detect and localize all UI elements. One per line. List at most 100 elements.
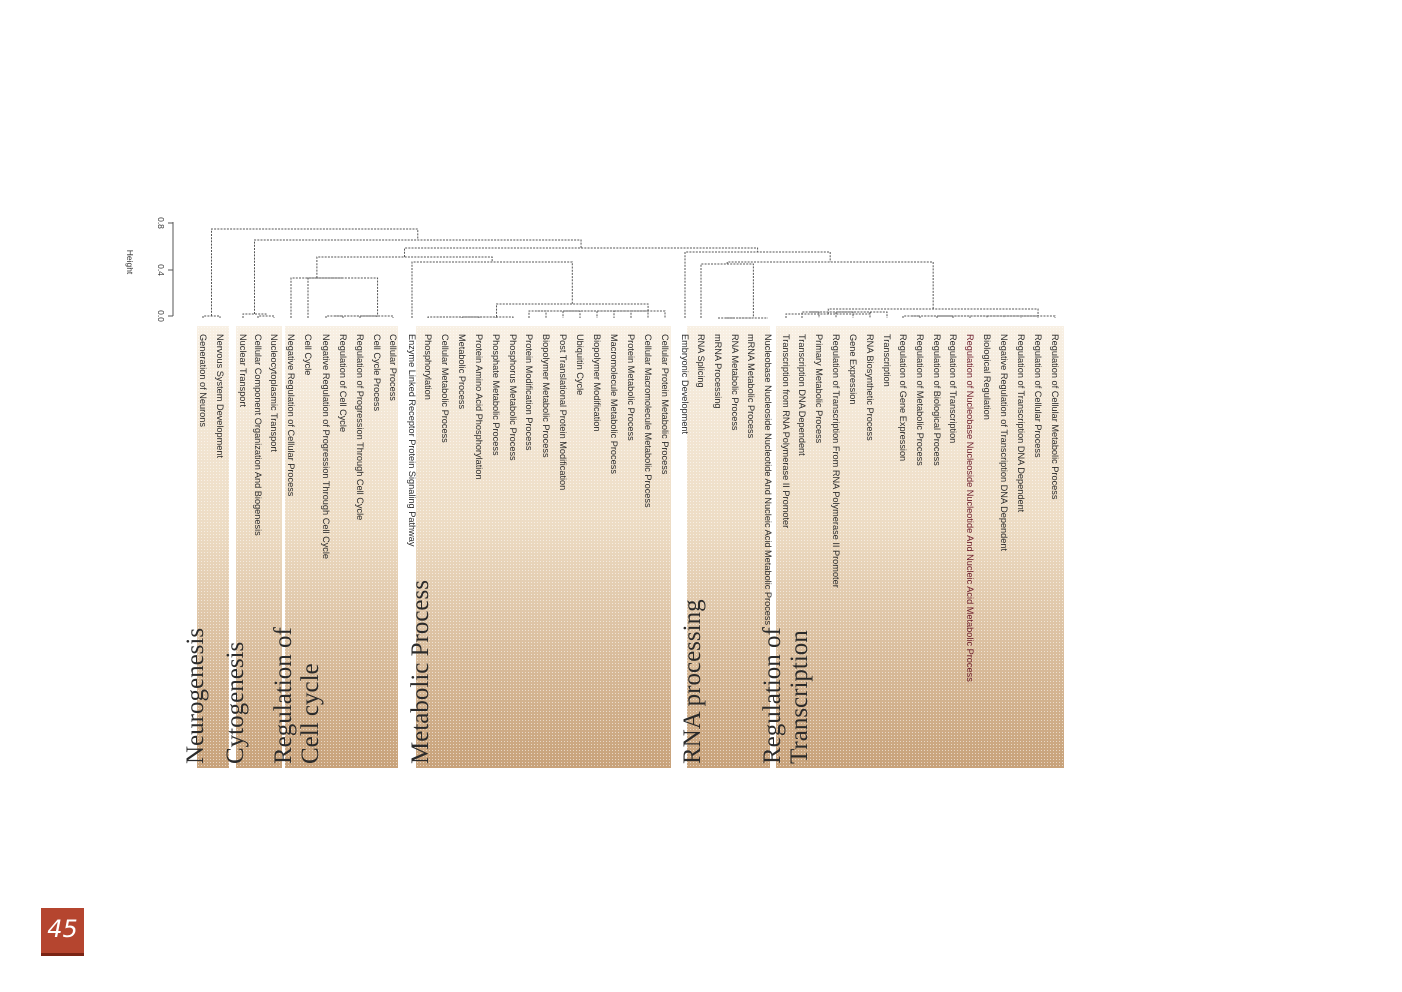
leaf-label: Cellular Component Organization And Biog… [253,334,263,536]
page-number: 45 [47,915,78,943]
dendrogram-branch [202,315,221,318]
leaf-label: Embryonic Development [680,334,690,435]
band-texture-rna [687,326,770,768]
band-texture-neurogenesis [197,326,229,768]
cluster-label-neurogenesis: Neurogenesis [182,628,209,764]
leaf-label: Cellular Macromolecule Metabolic Process [643,334,653,508]
leaf-label: Cell Cycle Process [372,334,382,411]
leaf-label: Protein Amino Acid Phosphorylation [474,334,484,480]
cluster-bands [197,326,1064,768]
leaf-label: Phosphorus Metabolic Process [508,334,518,461]
cluster-label-rna: RNA processing [679,599,706,764]
leaf-label: Biopolymer Metabolic Process [541,334,551,458]
leaf-label: Cellular Protein Metabolic Process [660,334,670,475]
dendrogram-branch [700,263,754,318]
dendrogram-branch [257,315,275,318]
leaf-label: Primary Metabolic Process [814,334,824,444]
leaf-label: Cellular Metabolic Process [440,334,450,443]
dendrogram-branch [911,315,938,318]
dendrogram-branch [404,247,759,257]
leaf-label: Regulation of Transcription DNA Dependen… [1016,334,1026,513]
cluster-label-transcription: Transcription [786,630,813,764]
leaf-label: mRNA Metabolic Process [746,334,756,439]
leaf-label: Cell Cycle [303,334,313,375]
dendrogram-branch [528,310,547,318]
cluster-label-cell-cycle: Regulation of [270,627,297,764]
dendrogram-branch [211,228,419,316]
leaf-label: Metabolic Process [457,334,467,409]
leaf-label: Protein Modification Process [524,334,534,451]
dendrogram-branch [827,308,1039,316]
leaf-label: Ubiquitin Cycle [575,334,585,395]
dendrogram-branch [496,303,649,317]
dendrogram-branch [347,315,378,318]
leaf-label: Protein Metabolic Process [626,334,636,441]
leaf-label: Regulation of Biological Process [932,334,942,466]
dendrogram-branch [316,256,493,278]
leaf-label: Phosphorylation [423,334,433,400]
dendrogram-branch [801,311,820,318]
cluster-label-cell-cycle: Cell cycle [297,663,324,764]
dendrogram-branch [290,277,343,318]
leaf-label: mRNA Processing [713,334,723,409]
cluster-label-cytogenesis: Cytogenesis [222,642,249,764]
band-texture-cytogenesis [236,326,282,768]
dendrogram-branch [436,316,463,318]
dendrogram-branch [838,311,871,318]
dendrogram-branch [480,316,514,318]
leaf-label: RNA Metabolic Process [730,334,740,431]
dendrogram-branch [550,310,581,318]
leaf-label: Transcription [882,334,892,387]
leaf-label: RNA Biosynthetic Process [865,334,875,441]
leaf-label: Negative Regulation of Cellular Process [286,334,296,497]
leaf-labels: Generation of Neurons Nervous System Deve… [198,334,1060,682]
page-number-badge: 45 [41,908,84,956]
dendrogram-branch [924,315,954,318]
dendrogram-branch [823,311,854,318]
height-axis: 0.0 0.4 0.8 Height [125,217,174,322]
leaf-label: Transcription DNA Dependent [797,334,807,456]
leaf-label: Regulation of Transcription From RNA Pol… [831,334,841,588]
leaf-label: Regulation of Cellular Process [1033,334,1043,458]
dendrogram-branch [810,311,837,318]
dendrogram-branch [334,315,361,318]
leaf-label: Gene Expression [848,334,858,404]
dendrogram-branch [449,316,480,318]
leaf-label: Nucleocytoplasmic Transport [269,334,279,452]
axis-title: Height [125,250,135,275]
dendrogram-tree [202,228,1056,319]
leaf-label: Regulation of Metabolic Process [915,334,925,466]
axis-tick-label-2: 0.8 [156,217,166,229]
dendrogram-branch [537,310,564,318]
axis-tick-label-0: 0.0 [156,310,166,322]
leaf-label: Biopolymer Modification [592,334,602,432]
leaf-label: Cellular Process [388,334,398,401]
leaf-label: Regulation of Progression Through Cell C… [355,334,365,520]
dendrogram-branch [726,261,934,309]
dendrogram-branch [411,261,573,318]
leaf-label: Nuclear Transport [238,334,248,407]
dendrogram-branch [427,316,446,318]
leaf-label: Regulation of Cell Cycle [338,334,348,432]
dendrogram-branch [631,310,666,318]
dendrogram-branch [254,239,582,314]
cluster-labels: Neurogenesis Cytogenesis Regulation of Cell… [182,580,813,764]
leaf-label: Nervous System Development [215,334,225,459]
leaf-label: Biological Regulation [982,334,992,420]
leaf-label: Regulation of Nucleobase Nucleoside Nucl… [965,334,975,682]
leaf-label: RNA Splicing [696,334,706,388]
dendrogram-branch [938,315,971,318]
band-texture-cell-cycle [285,326,398,768]
cluster-label-transcription: Regulation of [759,627,786,764]
leaf-label: Regulation of Transcription [948,334,958,443]
dendrogram-branch [362,315,394,318]
leaf-label: Transcription from RNA Polymerase II Pro… [781,334,791,528]
dendrogram-branch [581,310,615,318]
leaf-label: Nucleobase Nucleoside Nucleotide And Nuc… [763,334,773,625]
dendrogram-branch [307,277,379,318]
leaf-label: Negative Regulation of Transcription DNA… [999,334,1009,552]
dendrogram-branch [464,316,497,318]
leaf-label: Regulation of Cellular Metabolic Process [1050,334,1060,500]
band-texture-metabolic [416,326,671,768]
dendrogram-branch [854,311,888,318]
